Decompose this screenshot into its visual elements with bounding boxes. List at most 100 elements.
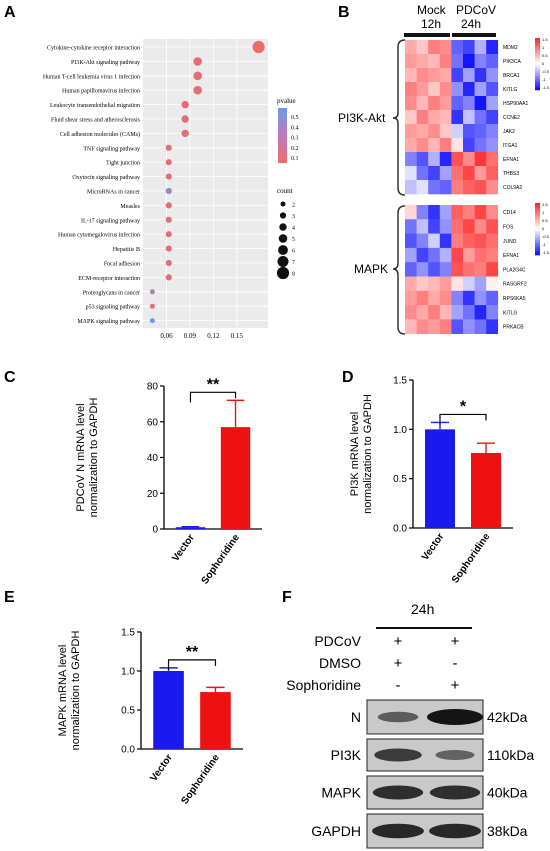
- heatmap-cell: [486, 290, 499, 306]
- heatmap-cell: [405, 54, 417, 69]
- protein-label: N: [351, 709, 361, 725]
- heatmap-cell: [463, 152, 475, 167]
- pathway-label: Human papillomavirus infection: [62, 88, 140, 95]
- gene-label: RASGRF2: [503, 282, 527, 288]
- heatmap-cell: [463, 166, 475, 181]
- heatmap-cell: [451, 233, 464, 249]
- heatmap-pi3k-akt: MDM2 PIK3CA BRCA1 KITLG HSP90AA1 CCNE2 JAK2 ITG…: [405, 40, 529, 195]
- legend-swatch: [535, 57, 540, 60]
- x-tick-label: 0.06: [160, 332, 173, 340]
- heatmap-cell: [474, 96, 487, 111]
- heatmap-cell: [428, 262, 441, 277]
- count-legend-label: 5: [292, 237, 295, 243]
- heatmap-cell: [439, 205, 452, 220]
- pathway-dot: [181, 129, 189, 138]
- pathway-label: Oxytocin signaling pathway: [72, 175, 140, 181]
- heatmap-cell: [486, 219, 499, 234]
- protein-band: [435, 750, 475, 760]
- protein-band: [429, 785, 481, 800]
- gene-label: KITLG: [503, 87, 518, 93]
- panel-e-label: E: [4, 589, 15, 606]
- y-axis-title-line1: MAPK mRNA level: [57, 645, 69, 737]
- legend-swatch: [535, 42, 540, 45]
- heatmap-cell: [463, 290, 475, 306]
- heatmap-cell: [416, 138, 429, 153]
- legend-swatch: [535, 55, 540, 58]
- heatmap-cell: [439, 152, 452, 167]
- pathway-label: Tight junction: [106, 161, 140, 167]
- dotplot-background: [143, 39, 268, 328]
- heatmap-cell: [486, 305, 499, 320]
- count-legend-label: 2: [292, 203, 295, 209]
- heatmap-cell: [405, 166, 417, 181]
- panel-d-label: D: [342, 369, 354, 386]
- gene-label: HSP90AA1: [503, 101, 529, 107]
- y-tick-label: 60: [147, 417, 159, 428]
- heatmap-cell: [416, 219, 429, 234]
- heatmap-cell: [428, 247, 441, 263]
- count-legend-dot: [276, 266, 290, 280]
- legend-swatch: [535, 242, 540, 245]
- heatmap-cell: [416, 124, 429, 139]
- pathway-label: Proteoglycans in cancer: [83, 290, 140, 296]
- x-tick-label: 0.15: [231, 332, 244, 340]
- heatmap-cell: [463, 247, 475, 263]
- pathway-dot: [165, 245, 172, 252]
- bar-chart-e: 0.0 0.5 1.0 1.5 Vector Sophoridine ** MAPK mRNA…: [57, 628, 243, 807]
- heatmap-cell: [416, 305, 429, 320]
- legend-swatch: [535, 218, 540, 221]
- western-blots: N 42kDa PI3K 110kDa MAPK 40kDa GAPDH 38kDa: [311, 699, 534, 849]
- heatmap-cell: [486, 68, 499, 83]
- y-axis-title-line1: PDCoV N mRNA level: [75, 403, 87, 511]
- heatmap-cell: [474, 262, 487, 277]
- pvalue-tick: 0.4: [291, 125, 299, 131]
- x-category-label: Sophoridine: [179, 752, 222, 806]
- heatmap-legend-2: 1.5 1 0.5 0 -0.5 -1 -1.5: [535, 202, 550, 256]
- heatmap-cell: [474, 247, 487, 263]
- pathway-dot: [165, 216, 172, 223]
- molecular-weight-label: 40kDa: [487, 785, 528, 801]
- heatmap-cell: [463, 96, 475, 111]
- gene-label: EFNA1: [503, 157, 519, 163]
- heatmap-cell: [439, 247, 452, 263]
- heatmap-cell: [486, 40, 499, 55]
- legend-swatch: [535, 203, 540, 206]
- heatmap-cell: [405, 262, 417, 277]
- pvalue-tick: 0.1: [291, 156, 299, 162]
- pathway-label: Focal adhesion: [104, 262, 140, 268]
- legend-swatch: [535, 46, 540, 50]
- heatmap-cell: [428, 166, 441, 181]
- heatmap-legend-1: 1.5 1 0.5 0 -0.5 -1 -1.5: [535, 37, 550, 91]
- legend-swatch: [535, 77, 540, 80]
- y-tick-label: 1.5: [393, 376, 407, 387]
- mapk-brace: [392, 205, 406, 335]
- heatmap-cell: [486, 54, 499, 69]
- protein-band: [427, 709, 483, 725]
- legend-swatch: [535, 224, 540, 228]
- heatmap-cell: [439, 124, 452, 139]
- pathway-dot: [193, 85, 202, 95]
- heatmap-cell: [474, 110, 487, 125]
- heatmap-cell: [416, 233, 429, 249]
- legend-swatch: [535, 51, 540, 54]
- gene-label: PIK3CA: [503, 59, 521, 65]
- bar: [471, 453, 501, 528]
- heatmap-cell: [405, 219, 417, 234]
- legend-swatch: [535, 246, 540, 249]
- y-tick-label: 20: [147, 489, 159, 500]
- heatmap-cell: [486, 166, 499, 181]
- count-legend-label: 3: [292, 214, 295, 220]
- legend-swatch: [535, 85, 540, 89]
- gene-label: ITGA1: [503, 143, 518, 149]
- heatmap-cell: [439, 110, 452, 125]
- heatmap-cell: [416, 110, 429, 125]
- heatmap-cell: [451, 319, 464, 334]
- heatmap-cell: [463, 233, 475, 249]
- pathway-label: Human T-cell leukemia virus 1 infection: [43, 73, 140, 80]
- y-tick-label: 0.5: [121, 706, 135, 717]
- legend-swatch: [535, 209, 540, 212]
- significance-bracket: [189, 391, 237, 403]
- pathway-dot: [149, 289, 155, 295]
- gene-label: COL9A2: [503, 185, 522, 191]
- legend-swatch: [535, 44, 540, 47]
